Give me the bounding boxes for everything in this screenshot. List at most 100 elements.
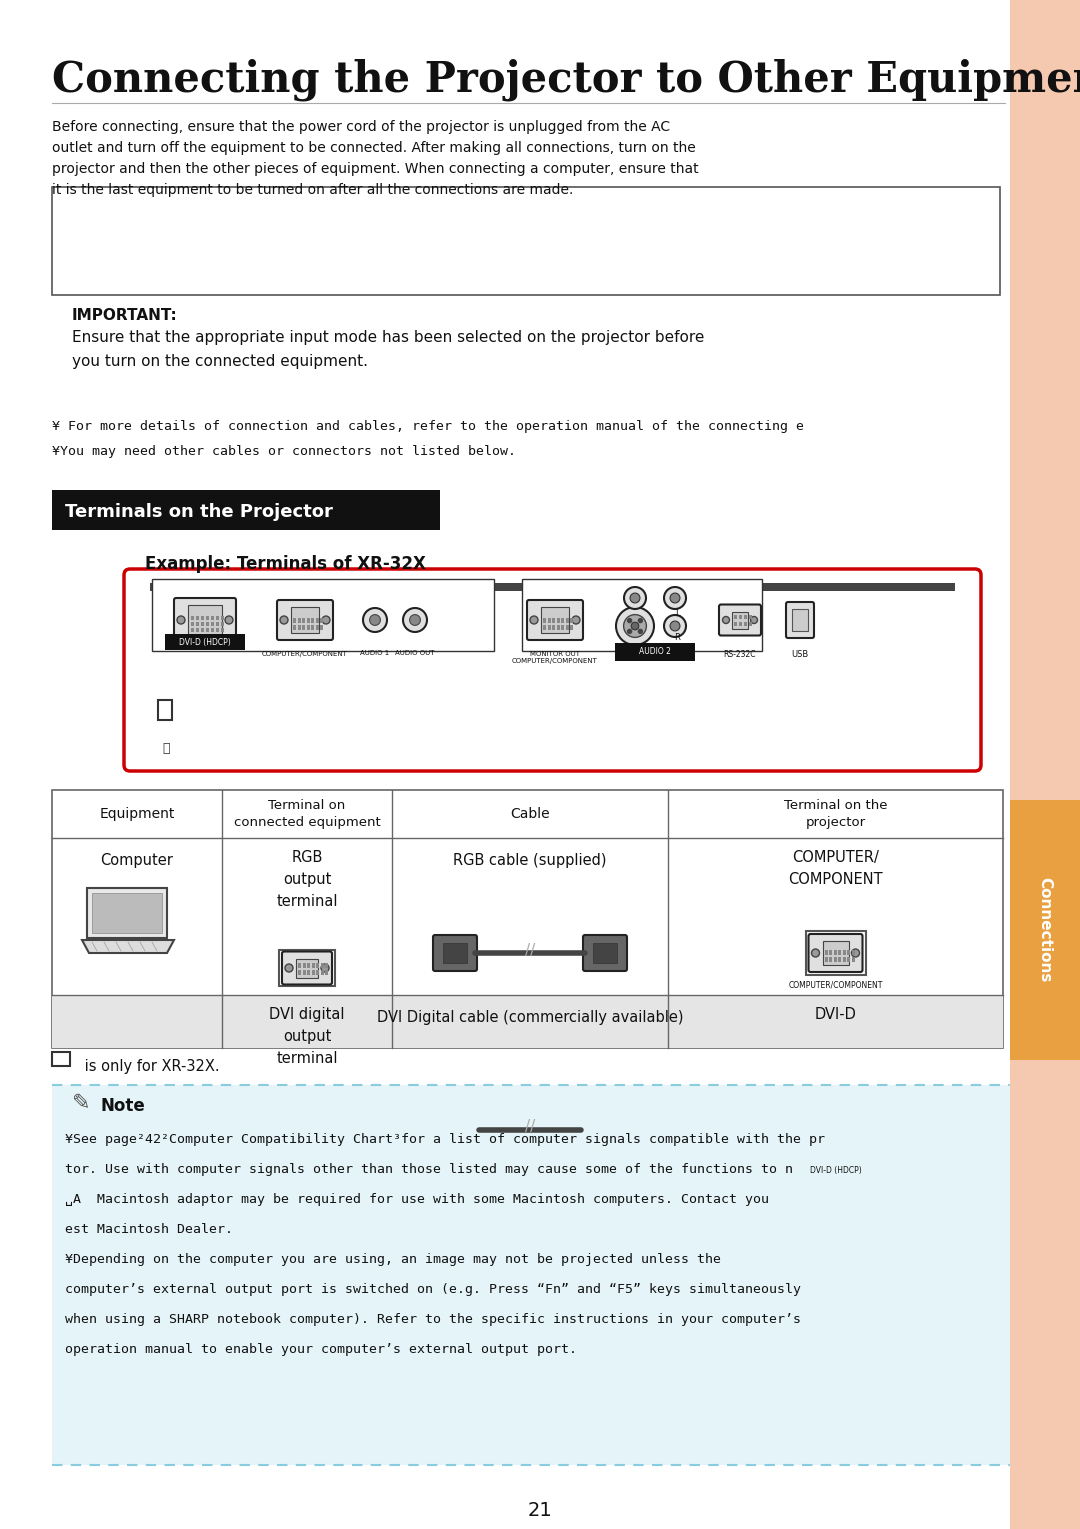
Circle shape — [670, 593, 680, 602]
Bar — [302, 962, 306, 968]
Bar — [589, 1118, 617, 1142]
Text: DVI digital
output
terminal: DVI digital output terminal — [269, 1008, 345, 1066]
Bar — [311, 962, 314, 968]
Bar — [750, 615, 752, 619]
Text: RS-232C: RS-232C — [724, 650, 756, 659]
Bar — [824, 1127, 826, 1131]
Circle shape — [723, 616, 729, 624]
Text: AUDIO 2: AUDIO 2 — [639, 647, 671, 656]
Bar — [828, 1139, 832, 1144]
Bar — [824, 1139, 826, 1144]
Circle shape — [624, 587, 646, 609]
Bar — [295, 1139, 298, 1144]
Bar — [300, 1145, 303, 1148]
Bar — [566, 625, 568, 630]
Circle shape — [670, 621, 680, 631]
Bar — [188, 605, 222, 635]
Bar — [834, 1127, 837, 1131]
Bar — [191, 616, 194, 619]
Bar — [325, 962, 328, 968]
FancyBboxPatch shape — [809, 934, 863, 972]
Bar — [824, 1133, 826, 1138]
Text: Terminal on
connected equipment: Terminal on connected equipment — [233, 800, 380, 829]
Bar — [216, 622, 219, 625]
Bar — [195, 622, 199, 625]
Text: Equipment: Equipment — [99, 807, 175, 821]
Text: DVI-D: DVI-D — [814, 1008, 856, 1021]
Text: RGB cable (supplied): RGB cable (supplied) — [454, 853, 607, 868]
FancyBboxPatch shape — [583, 936, 627, 971]
Bar — [191, 628, 194, 631]
Bar — [211, 616, 214, 619]
Bar — [819, 1139, 822, 1144]
Circle shape — [623, 615, 647, 638]
Bar — [311, 969, 314, 974]
Bar — [838, 957, 841, 962]
Bar — [744, 621, 747, 625]
Circle shape — [280, 616, 288, 624]
Circle shape — [369, 615, 380, 625]
Bar — [275, 1118, 339, 1162]
Bar — [310, 1145, 313, 1148]
Bar — [302, 618, 305, 622]
FancyBboxPatch shape — [174, 598, 237, 642]
Circle shape — [859, 1125, 866, 1135]
Bar — [734, 621, 737, 625]
Bar — [310, 1133, 313, 1138]
Bar — [297, 618, 300, 622]
Text: est Macintosh Dealer.: est Macintosh Dealer. — [65, 1223, 233, 1235]
Bar — [221, 616, 224, 619]
Text: ✎: ✎ — [72, 1093, 91, 1113]
Bar — [543, 625, 546, 630]
FancyBboxPatch shape — [276, 599, 333, 641]
Polygon shape — [82, 940, 174, 953]
Bar — [556, 618, 559, 622]
Bar — [305, 1133, 308, 1138]
Bar — [206, 628, 210, 631]
Text: Terminals on the Projector: Terminals on the Projector — [65, 503, 333, 521]
Bar — [195, 628, 199, 631]
Circle shape — [616, 607, 654, 645]
Text: Computer: Computer — [100, 853, 174, 868]
Bar — [849, 1127, 851, 1131]
Bar — [834, 1133, 837, 1138]
Text: Connections: Connections — [1038, 878, 1053, 983]
Bar — [570, 625, 573, 630]
Text: tor. Use with computer signals other than those listed may cause some of the fun: tor. Use with computer signals other tha… — [65, 1164, 793, 1176]
Bar — [325, 1145, 328, 1148]
Text: Cable: Cable — [510, 807, 550, 821]
Circle shape — [285, 963, 293, 972]
Text: 21: 21 — [528, 1500, 552, 1520]
Bar — [847, 950, 850, 956]
Bar — [792, 609, 808, 631]
Text: //: // — [525, 942, 535, 957]
Bar — [158, 700, 172, 720]
Bar — [150, 583, 955, 592]
Text: COMPUTER/COMPONENT: COMPUTER/COMPONENT — [262, 651, 348, 657]
Bar — [216, 616, 219, 619]
Text: L: L — [675, 609, 679, 618]
Circle shape — [325, 1136, 333, 1144]
Text: IMPORTANT:: IMPORTANT: — [72, 307, 178, 323]
Polygon shape — [87, 888, 167, 937]
Text: ¥See page²42²Computer Compatibility Chart³for a list of computer signals compati: ¥See page²42²Computer Compatibility Char… — [65, 1133, 825, 1147]
Circle shape — [631, 622, 638, 630]
Polygon shape — [92, 893, 162, 933]
Bar — [211, 622, 214, 625]
Bar — [191, 622, 194, 625]
Bar — [315, 1145, 318, 1148]
Bar — [851, 957, 854, 962]
Text: Ensure that the appropriate input mode has been selected on the projector before: Ensure that the appropriate input mode h… — [72, 330, 704, 368]
Bar — [320, 1145, 323, 1148]
Text: DVI-D (HDCP): DVI-D (HDCP) — [179, 638, 231, 647]
FancyBboxPatch shape — [433, 1110, 481, 1150]
Bar — [842, 957, 846, 962]
Bar — [221, 622, 224, 625]
Bar — [815, 1115, 855, 1147]
Bar — [195, 616, 199, 619]
Bar — [561, 618, 564, 622]
Bar — [52, 187, 1000, 295]
Text: RGB
output
terminal: RGB output terminal — [276, 850, 338, 910]
FancyBboxPatch shape — [124, 569, 981, 771]
Circle shape — [281, 1136, 289, 1144]
